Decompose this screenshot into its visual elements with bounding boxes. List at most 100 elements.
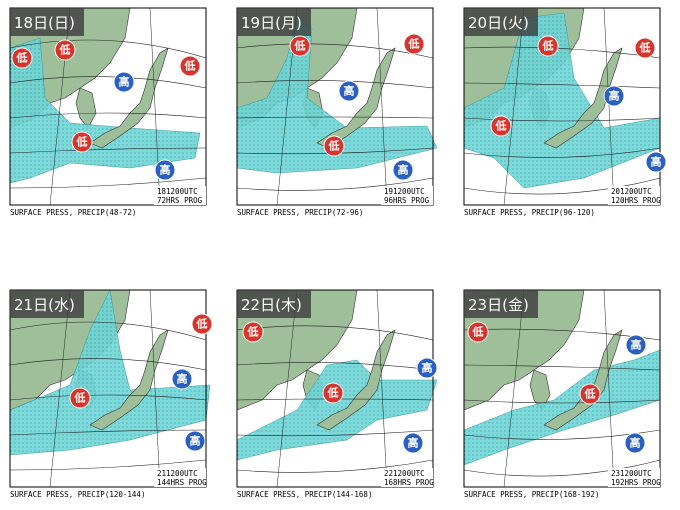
pressure-label: 高 [344,84,355,98]
forecast-hours: 192HRS PROG [611,478,661,487]
isobar [9,321,207,341]
pressure-label: 高 [631,338,642,352]
low-pressure-marker [490,115,512,137]
low-pressure-marker [537,35,559,57]
pressure-label: 低 [327,386,339,400]
isobar [463,46,661,59]
pressure-label: 高 [119,75,130,89]
grid-line [503,7,525,206]
isobar [236,459,434,473]
low-pressure-marker [403,33,425,55]
isobar [9,76,207,89]
high-pressure-marker [113,71,135,93]
isobar [9,112,207,119]
precip-area [9,289,211,456]
stamp-box [381,468,433,487]
grid-line [376,289,388,488]
low-pressure-marker [11,47,33,69]
map-frame [9,7,207,206]
high-pressure-marker [338,80,360,102]
low-pressure-marker [54,39,76,61]
high-pressure-marker [603,85,625,107]
precip-area [236,359,438,461]
timestamp: 221200UTC [384,469,425,478]
isobar [9,459,207,471]
forecast-hours: 96HRS PROG [384,196,430,205]
isobar [236,362,434,371]
pressure-label: 高 [190,434,201,448]
stamp-box [154,186,206,205]
stamp-box [154,468,206,487]
low-pressure-marker [322,382,344,404]
isobar [9,429,207,436]
map-frame [9,289,207,488]
land [89,47,169,149]
low-pressure-marker [289,35,311,57]
isobar [463,82,661,89]
isobar [463,147,661,158]
grid-line [376,7,388,206]
date-label: 22日(木) [241,296,302,314]
pressure-label: 低 [294,39,306,53]
pressure-label: 低 [639,41,651,55]
low-pressure-marker [69,387,91,409]
pressure-label: 低 [74,391,86,405]
date-label: 23日(金) [468,296,529,314]
isobar [236,177,434,191]
caption: SURFACE PRESS, PRECIP(96-120) [464,208,595,217]
forecast-hours: 144HRS PROG [157,478,207,487]
pressure-label: 高 [398,163,409,177]
grid-line [49,289,71,488]
stamp-box [381,186,433,205]
low-pressure-marker [179,55,201,77]
caption: SURFACE PRESS, PRECIP(72-96) [237,208,363,217]
forecast-hours: 72HRS PROG [157,196,203,205]
pressure-label: 低 [76,135,88,149]
high-pressure-marker [402,432,424,454]
high-pressure-marker [392,159,414,181]
low-pressure-marker [71,131,93,153]
high-pressure-marker [154,159,176,181]
pressure-label: 低 [196,317,208,331]
low-pressure-marker [323,135,345,157]
map-frame [463,7,661,206]
pressure-label: 低 [16,51,28,65]
isobar [9,394,207,401]
date-box [10,290,84,318]
grid-line [603,7,615,206]
low-pressure-marker [242,321,264,343]
low-pressure-marker [634,37,656,59]
isobar [9,39,207,59]
map-frame [236,289,434,488]
pressure-label: 高 [177,372,188,386]
isobar [463,117,661,122]
isobar [463,364,661,371]
timestamp: 231200UTC [611,469,652,478]
isobar [463,399,661,404]
timestamp: 181200UTC [157,187,198,196]
date-box [464,290,538,318]
low-pressure-marker [191,313,213,335]
high-pressure-marker [171,368,193,390]
pressure-label: 高 [651,155,662,169]
grid-line [603,289,615,488]
date-label: 19日(月) [241,14,302,32]
isobar [9,358,207,371]
pressure-label: 低 [472,325,484,339]
land [316,329,396,431]
isobar [463,459,661,477]
map-frame [236,7,434,206]
pressure-label: 低 [408,37,420,51]
high-pressure-marker [624,432,646,454]
grid-line [149,289,161,488]
precip-area [9,37,201,184]
date-label: 18日(日) [14,14,75,32]
isobar [236,116,434,119]
stamp-box [608,468,660,487]
date-box [464,8,538,36]
